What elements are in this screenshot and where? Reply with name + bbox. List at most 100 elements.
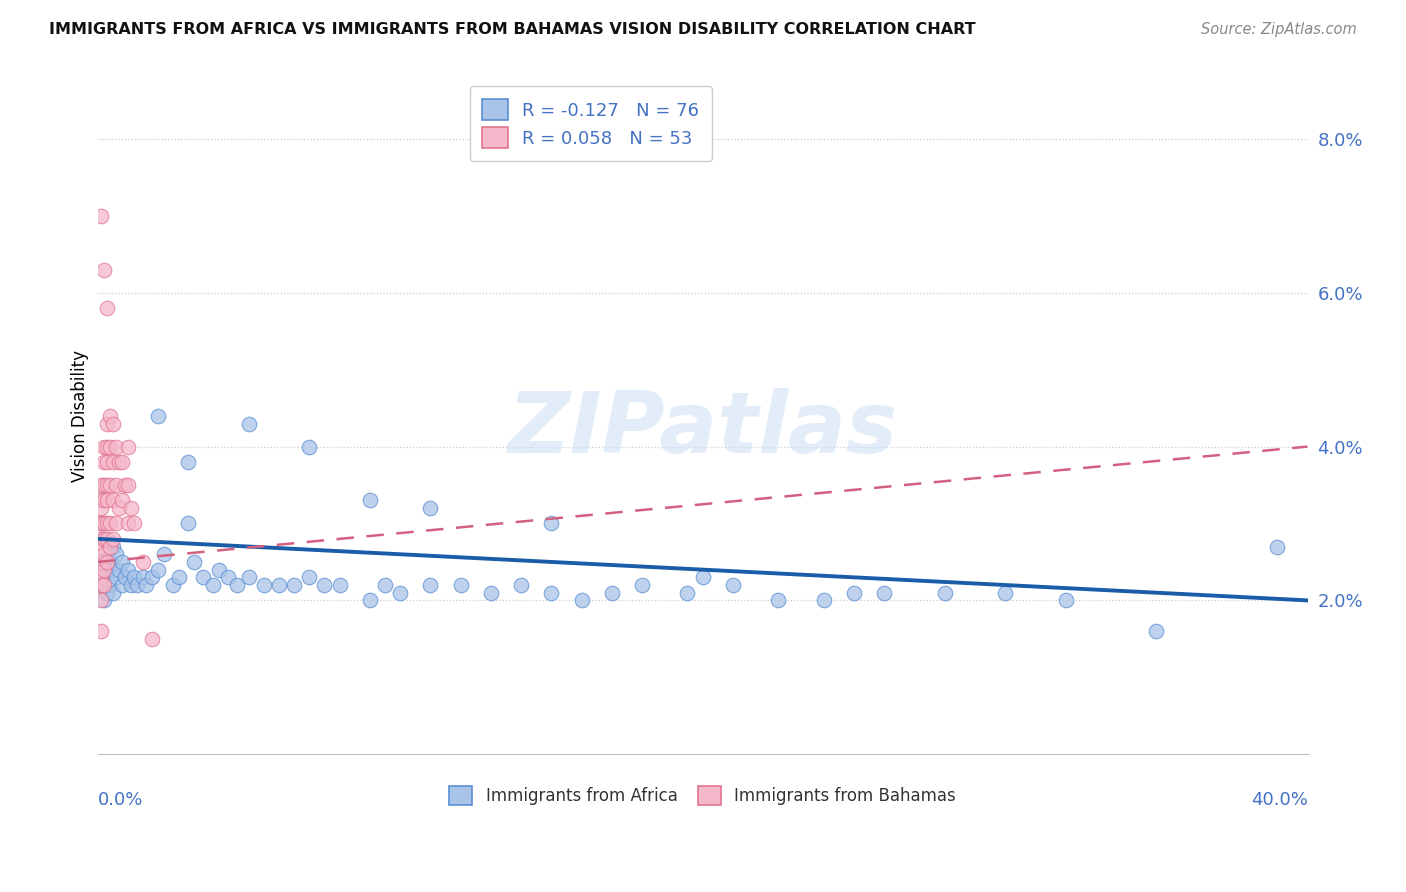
Point xyxy=(90,516,112,531)
Point xyxy=(1265,540,1288,554)
Point xyxy=(90,570,112,584)
Point xyxy=(90,493,112,508)
Point xyxy=(104,440,127,454)
Point xyxy=(101,417,124,431)
Point xyxy=(117,440,139,454)
Point xyxy=(934,585,956,599)
Point xyxy=(93,563,115,577)
Point xyxy=(120,578,142,592)
Point xyxy=(177,455,200,469)
Point xyxy=(98,578,121,592)
Point xyxy=(217,570,239,584)
Point xyxy=(101,563,124,577)
Point xyxy=(132,555,155,569)
Point xyxy=(93,532,115,546)
Point xyxy=(101,540,124,554)
Point xyxy=(90,624,112,639)
Text: IMMIGRANTS FROM AFRICA VS IMMIGRANTS FROM BAHAMAS VISION DISABILITY CORRELATION : IMMIGRANTS FROM AFRICA VS IMMIGRANTS FRO… xyxy=(49,22,976,37)
Point xyxy=(93,578,115,592)
Point xyxy=(540,585,562,599)
Point xyxy=(93,547,115,561)
Y-axis label: Vision Disability: Vision Disability xyxy=(72,350,89,482)
Point xyxy=(111,493,134,508)
Point xyxy=(111,555,134,569)
Point xyxy=(93,532,115,546)
Point xyxy=(122,570,145,584)
Point xyxy=(114,570,136,584)
Point xyxy=(90,516,112,531)
Point xyxy=(107,563,129,577)
Point xyxy=(117,563,139,577)
Point xyxy=(114,478,136,492)
Point xyxy=(96,440,118,454)
Point xyxy=(101,493,124,508)
Point xyxy=(419,501,441,516)
Point xyxy=(267,578,290,592)
Point xyxy=(479,585,502,599)
Point xyxy=(93,440,115,454)
Point xyxy=(111,455,134,469)
Point xyxy=(98,555,121,569)
Point xyxy=(90,555,112,569)
Point xyxy=(120,501,142,516)
Point xyxy=(90,593,112,607)
Point xyxy=(107,501,129,516)
Point xyxy=(329,578,352,592)
Point xyxy=(253,578,276,592)
Point xyxy=(721,578,744,592)
Point xyxy=(177,516,200,531)
Point xyxy=(676,585,699,599)
Point xyxy=(93,593,115,607)
Point xyxy=(298,440,321,454)
Text: 0.0%: 0.0% xyxy=(97,791,143,809)
Point xyxy=(104,516,127,531)
Point xyxy=(450,578,472,592)
Point xyxy=(90,516,112,531)
Point xyxy=(153,547,176,561)
Point xyxy=(96,455,118,469)
Point xyxy=(146,563,169,577)
Point xyxy=(146,409,169,423)
Point xyxy=(98,540,121,554)
Point xyxy=(98,478,121,492)
Point xyxy=(96,516,118,531)
Point xyxy=(540,516,562,531)
Point xyxy=(873,585,896,599)
Point xyxy=(93,262,115,277)
Point xyxy=(1054,593,1077,607)
Point xyxy=(238,570,260,584)
Point xyxy=(96,493,118,508)
Point xyxy=(298,570,321,584)
Point xyxy=(90,478,112,492)
Point xyxy=(93,455,115,469)
Point xyxy=(90,501,112,516)
Point xyxy=(96,547,118,561)
Point xyxy=(813,593,835,607)
Point xyxy=(96,563,118,577)
Point xyxy=(107,455,129,469)
Point xyxy=(193,570,215,584)
Point xyxy=(93,578,115,592)
Text: Source: ZipAtlas.com: Source: ZipAtlas.com xyxy=(1201,22,1357,37)
Point xyxy=(419,578,441,592)
Point xyxy=(994,585,1017,599)
Point xyxy=(101,455,124,469)
Point xyxy=(90,578,112,592)
Point xyxy=(842,585,865,599)
Point xyxy=(96,532,118,546)
Point xyxy=(167,570,190,584)
Point xyxy=(96,585,118,599)
Point xyxy=(207,563,229,577)
Point xyxy=(90,209,112,223)
Point xyxy=(314,578,336,592)
Point xyxy=(359,593,381,607)
Point xyxy=(96,417,118,431)
Point xyxy=(90,532,112,546)
Point xyxy=(93,516,115,531)
Legend: Immigrants from Africa, Immigrants from Bahamas: Immigrants from Africa, Immigrants from … xyxy=(440,778,965,814)
Point xyxy=(90,540,112,554)
Point xyxy=(96,478,118,492)
Point xyxy=(389,585,412,599)
Text: ZIPatlas: ZIPatlas xyxy=(508,388,897,471)
Point xyxy=(93,478,115,492)
